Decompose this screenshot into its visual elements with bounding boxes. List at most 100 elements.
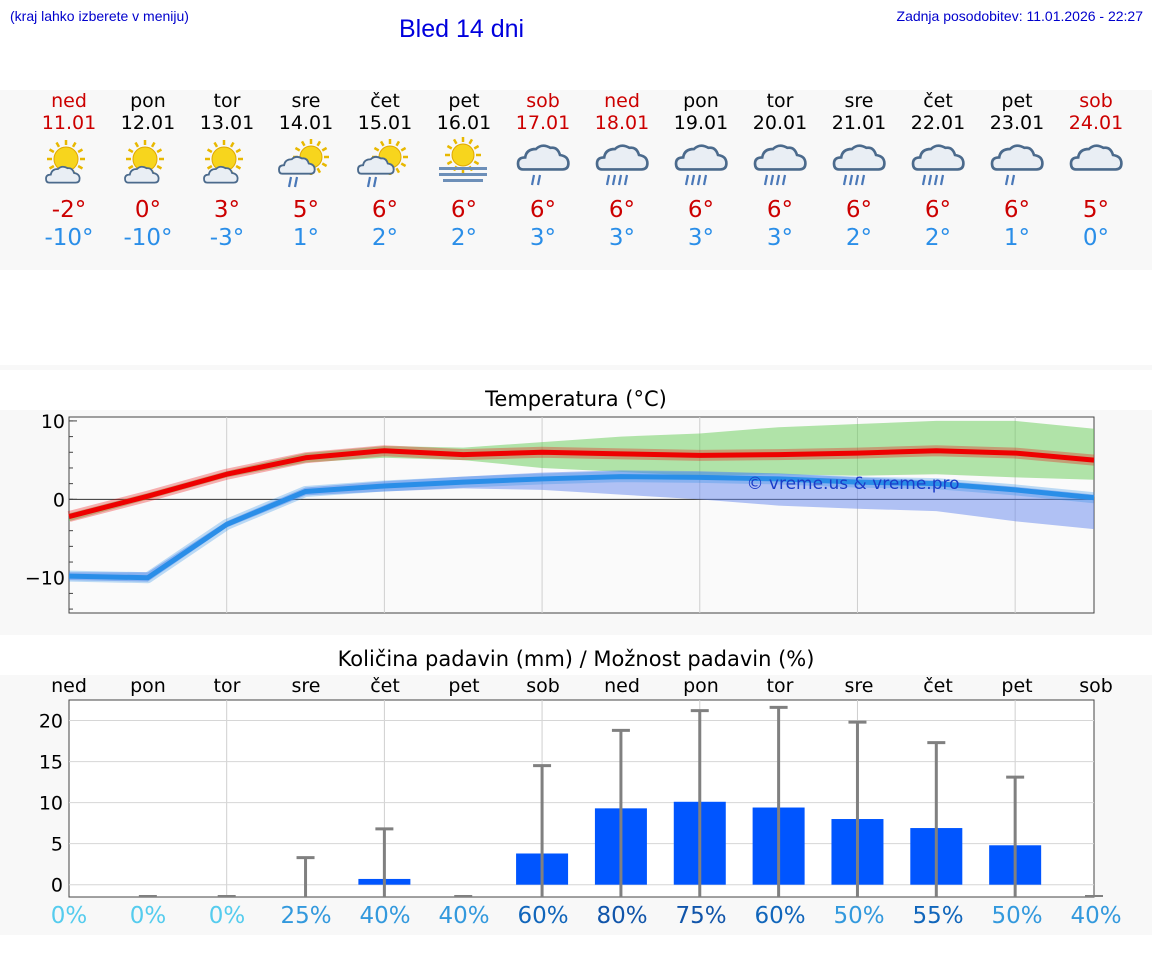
day-date: 20.01	[752, 112, 808, 134]
day-name: sre	[291, 90, 321, 112]
forecast-day: čet 15.01 6° 2°	[345, 90, 425, 252]
y-tick-label: −10	[25, 568, 65, 590]
forecast-day: pon 12.01 0° -10°	[108, 90, 188, 252]
day-date: 16.01	[436, 112, 492, 134]
temp-max: 6°	[608, 197, 636, 223]
temp-min: -10°	[44, 225, 94, 251]
precip-probability: 75%	[675, 903, 727, 929]
day-name: tor	[766, 90, 794, 112]
day-date: 17.01	[515, 112, 571, 134]
forecast-day: čet 22.01 6° 2°	[898, 90, 978, 252]
weather-icon	[1056, 134, 1136, 196]
min-temp-line	[68, 474, 1095, 581]
sun-cloud-rain-icon	[278, 139, 329, 188]
day-name: ned	[604, 90, 640, 112]
day-name: pet	[1001, 90, 1033, 112]
precip-day-label: ned	[604, 675, 640, 697]
precip-chart-title: Količina padavin (mm) / Možnost padavin …	[337, 647, 815, 671]
precip-probability: 40%	[1070, 903, 1122, 929]
precip-probability: 55%	[912, 903, 964, 929]
weather-icon	[661, 134, 741, 196]
weather-icon	[977, 134, 1057, 196]
y-tick-label: 10	[39, 793, 63, 815]
day-date: 18.01	[594, 112, 650, 134]
forecast-day: tor 20.01 6° 3°	[740, 90, 820, 252]
temp-max: 6°	[766, 197, 794, 223]
day-date: 14.01	[278, 112, 334, 134]
weather-icon	[819, 134, 899, 196]
precip-probability: 0%	[208, 903, 246, 929]
weather-icon	[740, 134, 820, 196]
day-name: pet	[448, 90, 480, 112]
precip-day-label: tor	[766, 675, 794, 697]
region-hint: (kraj lahko izberete v meniju)	[10, 8, 189, 24]
day-name: sre	[844, 90, 874, 112]
temp-min: 0°	[1082, 225, 1110, 251]
temp-max: 6°	[687, 197, 715, 223]
temp-min: 2°	[371, 225, 399, 251]
y-tick-label: 5	[51, 834, 63, 856]
day-name: čet	[923, 90, 953, 112]
precip-day-label: tor	[213, 675, 241, 697]
temp-max: 0°	[134, 197, 162, 223]
y-tick-label: 15	[39, 752, 63, 774]
temp-min: 2°	[845, 225, 873, 251]
cloud-heavy-rain-icon	[911, 144, 965, 186]
sun-cloud-icon	[45, 140, 85, 184]
temp-max: 6°	[845, 197, 873, 223]
forecast-day: sob 17.01 6° 3°	[503, 90, 583, 252]
sun-cloud-rain-icon	[357, 139, 408, 188]
weather-icon	[424, 134, 504, 196]
day-date: 13.01	[199, 112, 255, 134]
max-temp-line	[68, 448, 1095, 519]
precip-probability: 60%	[517, 903, 569, 929]
day-date: 23.01	[989, 112, 1045, 134]
temp-chart-title: Temperatura (°C)	[485, 387, 667, 411]
weather-icon	[582, 134, 662, 196]
cloud-heavy-rain-icon	[832, 144, 886, 186]
forecast-day: pet 16.01 6° 2°	[424, 90, 504, 252]
temp-min: 3°	[529, 225, 557, 251]
weather-icon	[108, 134, 188, 196]
weather-icon	[898, 134, 978, 196]
min-range-band	[69, 470, 1094, 582]
temp-min: -3°	[209, 225, 245, 251]
precip-day-label: pon	[683, 675, 719, 697]
temp-min: 3°	[766, 225, 794, 251]
day-date: 21.01	[831, 112, 887, 134]
precip-probability: 40%	[438, 903, 490, 929]
sun-cloud-icon	[203, 140, 243, 184]
max-range-band	[69, 420, 1094, 522]
temp-max: 6°	[924, 197, 952, 223]
day-date: 22.01	[910, 112, 966, 134]
day-name: sob	[526, 90, 560, 112]
sun-fog-icon	[439, 137, 487, 182]
cloud-heavy-rain-icon	[595, 144, 649, 186]
forecast-band	[0, 90, 1152, 270]
y-tick-label: 0	[53, 489, 65, 511]
precipitation-chart: 20 15 10 5 0	[39, 699, 1103, 898]
temp-min: 2°	[450, 225, 478, 251]
cloud-heavy-rain-icon	[674, 144, 728, 186]
y-tick-label: 0	[51, 875, 63, 897]
temp-min: 1°	[1003, 225, 1031, 251]
temp-max: 6°	[1003, 197, 1031, 223]
temp-min: -10°	[123, 225, 173, 251]
forecast-day: sob 24.01 5° 0°	[1056, 90, 1136, 252]
page-title: Bled 14 dni	[399, 15, 525, 43]
precip-day-label: čet	[923, 675, 953, 697]
precip-day-label: sre	[844, 675, 874, 697]
day-name: pon	[130, 90, 166, 112]
cloud-icon	[1069, 144, 1123, 171]
day-name: čet	[370, 90, 400, 112]
temp-max: -2°	[51, 197, 87, 223]
weather-icon	[187, 134, 267, 196]
divider	[0, 365, 1152, 370]
precip-day-label: sob	[526, 675, 560, 697]
precip-probability: 25%	[280, 903, 332, 929]
temp-max: 5°	[292, 197, 320, 223]
weather-icon	[345, 134, 425, 196]
temperature-chart: 10 0 −10 © vreme.us & vreme.pro	[25, 411, 1095, 614]
forecast-day: ned 11.01 -2° -10°	[29, 90, 109, 252]
precip-day-label: sre	[291, 675, 321, 697]
